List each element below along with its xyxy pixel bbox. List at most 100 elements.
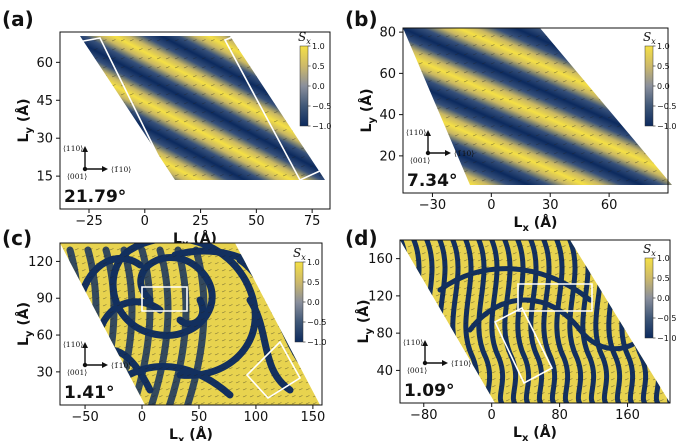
spin-arrow — [561, 301, 566, 304]
spin-arrow — [84, 48, 89, 51]
spin-arrow — [571, 125, 576, 128]
spin-arrow — [179, 290, 184, 293]
spin-arrow — [364, 139, 368, 141]
spin-arrow — [76, 58, 80, 60]
spin-arrow — [282, 174, 287, 177]
axes-frame — [402, 27, 669, 194]
spin-arrow — [346, 76, 350, 78]
spin-arrow — [659, 357, 664, 360]
spin-arrow — [505, 301, 510, 304]
spin-arrow — [60, 276, 65, 279]
spin-arrow — [596, 308, 601, 311]
axes-frame — [399, 239, 671, 404]
spin-arrow — [394, 260, 398, 262]
spin-arrow — [346, 112, 350, 114]
spin-arrow — [484, 322, 489, 325]
spin-arrow — [346, 184, 350, 186]
spin-arrow — [652, 53, 657, 56]
spin-arrow — [165, 360, 170, 363]
spin-arrow — [242, 283, 247, 286]
spin-arrow — [449, 315, 454, 318]
spin-arrow — [617, 399, 622, 402]
spin-arrow — [582, 392, 587, 395]
spin-arrow — [109, 255, 114, 258]
spin-arrow — [652, 343, 657, 346]
spin-arrow — [470, 259, 475, 262]
spin-arrow — [674, 239, 678, 241]
spin-arrow — [283, 211, 287, 213]
spin-arrow — [562, 62, 567, 65]
spin-arrow — [237, 111, 242, 114]
spin-arrow — [348, 319, 352, 321]
spin-arrow — [533, 308, 538, 311]
spin-arrow — [207, 381, 212, 384]
spin-arrow — [544, 89, 549, 92]
spin-arrow — [318, 75, 323, 78]
spin-arrow — [40, 193, 44, 195]
spin-arrow — [652, 329, 657, 332]
spin-arrow — [172, 395, 177, 398]
spin-arrow — [102, 346, 107, 349]
spin-arrow — [364, 49, 368, 51]
spin-arrow — [638, 399, 643, 402]
spin-arrow — [111, 174, 116, 177]
spin-arrow — [652, 322, 657, 325]
spin-arrow — [283, 184, 287, 186]
spin-arrow — [670, 35, 672, 38]
spin-arrow — [695, 253, 699, 255]
spin-arrow — [116, 311, 121, 314]
spin-arrow — [291, 395, 296, 398]
spin-arrow — [246, 75, 251, 78]
spin-arrow — [54, 242, 58, 244]
spin-arrow — [519, 280, 524, 283]
spin-arrow — [346, 40, 350, 42]
spin-arrow — [517, 98, 522, 101]
spin-arrow — [498, 294, 503, 297]
spin-arrow — [147, 48, 152, 51]
spin-arrow — [247, 211, 251, 213]
spin-arrow — [582, 322, 587, 325]
spin-arrow — [348, 375, 352, 377]
spin-arrow — [517, 62, 522, 65]
spin-arrow — [256, 269, 261, 272]
spin-arrow — [341, 319, 345, 321]
spin-arrow — [172, 339, 177, 342]
spin-arrow — [274, 202, 278, 204]
spin-arrow — [201, 93, 206, 96]
spin-arrow — [400, 266, 405, 269]
spin-arrow — [60, 304, 65, 307]
spin-arrow — [508, 179, 513, 182]
spin-arrow — [568, 322, 573, 325]
spin-arrow — [202, 193, 206, 195]
spin-arrow — [184, 193, 188, 195]
spin-arrow — [575, 392, 580, 395]
spin-arrow — [624, 252, 629, 255]
spin-arrow — [554, 329, 559, 332]
spin-arrow — [401, 198, 405, 200]
spin-arrow — [192, 120, 197, 123]
spin-arrow — [192, 57, 197, 60]
spin-arrow — [200, 332, 205, 335]
spin-arrow — [616, 44, 621, 47]
spin-arrow — [596, 357, 601, 360]
spin-arrow — [526, 399, 531, 402]
spin-arrow — [580, 53, 585, 56]
spin-arrow — [54, 312, 58, 314]
spin-arrow — [394, 407, 398, 409]
spin-arrow — [512, 378, 517, 381]
spin-arrow — [334, 242, 338, 244]
spin-arrow — [561, 343, 566, 346]
spin-arrow — [571, 161, 576, 164]
spin-arrow — [688, 407, 692, 409]
spin-arrow — [138, 66, 143, 69]
spin-arrow — [498, 322, 503, 325]
spin-arrow — [463, 322, 468, 325]
spin-arrow — [318, 147, 323, 150]
spin-arrow — [580, 80, 585, 83]
spin-arrow — [533, 294, 538, 297]
x-axis-label: Lx (Å) — [169, 426, 213, 441]
spin-arrow — [561, 308, 566, 311]
spin-arrow — [298, 402, 303, 405]
spin-arrow — [505, 336, 510, 339]
